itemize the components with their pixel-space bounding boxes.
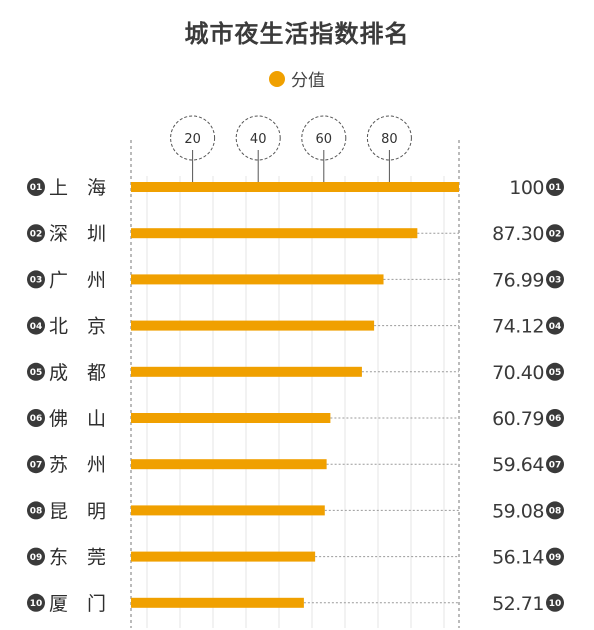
bar (131, 228, 418, 239)
value-label: 87.30 (492, 223, 544, 245)
bar-row: 04 北 京 74.12 04 (27, 316, 564, 338)
x-tick-circle (170, 115, 216, 161)
rank-number: 05 (30, 368, 43, 378)
rank-number: 04 (30, 322, 43, 332)
rank-badge-right (546, 316, 564, 335)
city-label: 广 州 (49, 269, 106, 291)
city-label: 深 圳 (49, 223, 106, 245)
rank-number-right: 06 (549, 414, 562, 424)
value-label: 60.79 (492, 408, 544, 430)
rank-badge-right (546, 455, 564, 474)
rank-badge (27, 547, 45, 566)
rank-badge-right (546, 547, 564, 566)
value-label: 76.99 (492, 269, 544, 291)
city-label: 厦 门 (49, 593, 106, 615)
x-tick-circle (235, 115, 281, 161)
rank-badge (27, 593, 45, 612)
value-label: 59.08 (492, 500, 544, 522)
bar (131, 274, 384, 285)
rank-badge-right (546, 409, 564, 427)
bar-row: 10 厦 门 52.71 10 (27, 593, 564, 615)
city-label: 昆 明 (49, 500, 106, 522)
rank-badge-right (546, 362, 564, 381)
rank-badge (27, 409, 45, 427)
rank-badge (27, 501, 45, 520)
city-label: 北 京 (49, 316, 106, 338)
chart-title: 城市夜生活指数排名 (184, 20, 410, 48)
legend: 分值 (0, 66, 594, 91)
rank-badge-right (546, 501, 564, 520)
rank-number: 02 (30, 229, 43, 239)
x-tick-label: 40 (250, 132, 267, 147)
city-label: 东 莞 (49, 547, 106, 569)
rank-number: 03 (30, 276, 43, 286)
rank-badge-right (546, 224, 564, 243)
value-label: 52.71 (492, 593, 544, 615)
bar-row: 09 东 莞 56.14 09 (27, 547, 564, 569)
rank-number-right: 08 (549, 507, 562, 517)
city-label: 上 海 (49, 177, 106, 199)
rank-badge-right (546, 270, 564, 289)
x-tick-circle (366, 115, 412, 161)
x-tick-label: 20 (184, 132, 201, 147)
rank-number: 10 (30, 599, 43, 609)
rank-number: 01 (30, 183, 43, 193)
rank-number-right: 10 (549, 599, 562, 609)
bar (131, 597, 304, 608)
rank-number: 09 (30, 553, 43, 563)
rank-badge (27, 316, 45, 335)
rank-badge-right (546, 178, 564, 196)
rank-number-right: 09 (549, 553, 562, 563)
bar-row: 01 上 海 100 01 (27, 177, 564, 199)
x-tick-circle (301, 115, 347, 161)
value-label: 100 (509, 177, 544, 199)
bar-row: 07 苏 州 59.64 07 (27, 454, 564, 476)
rank-number-right: 03 (549, 276, 562, 286)
bar (131, 366, 362, 377)
rank-number-right: 05 (549, 368, 562, 378)
rank-number: 06 (30, 414, 43, 424)
x-tick: 20 (170, 115, 216, 190)
rank-badge (27, 455, 45, 474)
bar-row: 08 昆 明 59.08 08 (27, 500, 564, 522)
legend-label: 分值 (291, 71, 325, 91)
city-label: 佛 山 (49, 408, 106, 430)
value-label: 70.40 (492, 362, 544, 384)
bar-row: 06 佛 山 60.79 06 (27, 408, 564, 430)
x-tick-label: 60 (316, 132, 333, 147)
rank-badge-right (546, 593, 564, 612)
bar-row: 02 深 圳 87.30 02 (27, 223, 564, 245)
city-label: 成 都 (49, 362, 106, 384)
value-label: 59.64 (492, 454, 544, 476)
rank-number-right: 02 (549, 229, 562, 239)
bar-row: 05 成 都 70.40 05 (27, 362, 564, 384)
rank-badge (27, 270, 45, 289)
rank-number-right: 04 (549, 322, 562, 332)
x-tick: 40 (235, 115, 281, 190)
rank-badge (27, 224, 45, 243)
city-label: 苏 州 (49, 454, 106, 476)
legend-swatch (269, 70, 285, 87)
x-tick: 60 (301, 115, 347, 190)
rank-badge (27, 178, 45, 196)
bar (131, 320, 375, 331)
rank-number: 07 (30, 460, 43, 470)
x-tick-label: 80 (381, 132, 398, 147)
rank-number: 08 (30, 507, 43, 517)
bar (131, 182, 459, 192)
bar (131, 459, 327, 470)
rank-number-right: 07 (549, 460, 562, 470)
rank-number-right: 01 (549, 183, 562, 193)
bar (131, 505, 325, 516)
bar (131, 551, 316, 562)
bar (131, 413, 331, 423)
value-label: 74.12 (492, 316, 544, 338)
bar-row: 03 广 州 76.99 03 (27, 269, 564, 291)
rank-badge (27, 362, 45, 381)
x-tick: 80 (366, 115, 412, 190)
value-label: 56.14 (492, 547, 544, 569)
